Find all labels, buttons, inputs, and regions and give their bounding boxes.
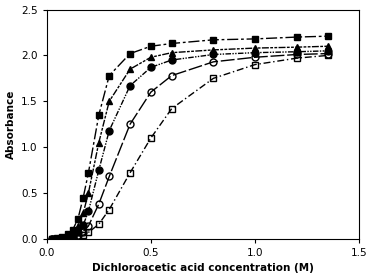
0.703 M	[60, 236, 65, 240]
Line: 0.803 M: 0.803 M	[48, 50, 331, 242]
0.502 M	[294, 35, 299, 39]
0.803 M	[326, 52, 330, 55]
0.703 M	[86, 210, 91, 213]
0.502 M	[50, 237, 54, 240]
0.502 M	[149, 45, 153, 48]
0.603 M	[326, 45, 330, 48]
0.502 M	[55, 236, 59, 240]
0.603 M	[253, 46, 257, 50]
0.803 M	[253, 56, 257, 59]
0.703 M	[55, 237, 59, 240]
0.703 M	[97, 169, 101, 172]
0.703 M	[149, 66, 153, 69]
0.603 M	[86, 191, 91, 195]
0.703 M	[107, 129, 112, 132]
0.803 M	[294, 53, 299, 56]
0.903 M	[294, 56, 299, 60]
0.502 M	[81, 196, 85, 199]
0.703 M	[253, 51, 257, 54]
0.803 M	[107, 175, 112, 178]
0.903 M	[326, 54, 330, 57]
Line: 0.703 M: 0.703 M	[48, 47, 331, 242]
0.502 M	[253, 37, 257, 40]
0.703 M	[294, 50, 299, 53]
0.903 M	[60, 237, 65, 240]
0.803 M	[50, 237, 54, 240]
0.803 M	[65, 236, 70, 240]
0.603 M	[70, 231, 75, 234]
0.803 M	[86, 224, 91, 228]
0.803 M	[97, 202, 101, 206]
0.703 M	[50, 237, 54, 240]
X-axis label: Dichloroacetic acid concentration (M): Dichloroacetic acid concentration (M)	[92, 263, 314, 273]
0.603 M	[211, 48, 216, 52]
0.903 M	[107, 208, 112, 211]
0.803 M	[128, 122, 132, 126]
0.603 M	[169, 51, 174, 54]
0.502 M	[65, 233, 70, 236]
0.903 M	[70, 236, 75, 240]
0.903 M	[97, 223, 101, 226]
0.903 M	[128, 171, 132, 174]
0.903 M	[65, 236, 70, 240]
0.502 M	[76, 217, 80, 220]
0.703 M	[169, 58, 174, 62]
0.903 M	[76, 235, 80, 239]
0.603 M	[81, 211, 85, 215]
0.502 M	[128, 52, 132, 55]
0.803 M	[55, 237, 59, 240]
0.903 M	[86, 231, 91, 234]
0.903 M	[211, 77, 216, 80]
0.903 M	[169, 107, 174, 110]
0.603 M	[97, 141, 101, 144]
0.903 M	[253, 63, 257, 66]
0.502 M	[86, 171, 91, 174]
0.903 M	[81, 234, 85, 237]
0.603 M	[60, 236, 65, 240]
0.703 M	[76, 230, 80, 233]
Line: 0.603 M: 0.603 M	[48, 43, 331, 242]
Y-axis label: Absorbance: Absorbance	[6, 90, 16, 159]
0.903 M	[55, 237, 59, 240]
0.502 M	[70, 228, 75, 231]
0.703 M	[70, 234, 75, 237]
0.603 M	[128, 68, 132, 71]
Line: 0.502 M: 0.502 M	[48, 33, 331, 242]
0.502 M	[169, 42, 174, 45]
0.603 M	[50, 237, 54, 240]
0.803 M	[70, 235, 75, 239]
0.603 M	[55, 236, 59, 240]
0.903 M	[149, 136, 153, 140]
0.803 M	[60, 237, 65, 240]
0.803 M	[149, 90, 153, 94]
0.603 M	[149, 56, 153, 59]
0.703 M	[65, 235, 70, 239]
0.703 M	[128, 84, 132, 87]
0.502 M	[107, 74, 112, 77]
0.803 M	[81, 230, 85, 233]
0.803 M	[169, 74, 174, 77]
0.502 M	[326, 35, 330, 38]
0.603 M	[107, 100, 112, 103]
Line: 0.903 M: 0.903 M	[48, 52, 331, 242]
0.502 M	[97, 113, 101, 117]
0.603 M	[294, 45, 299, 49]
0.603 M	[65, 234, 70, 238]
0.703 M	[326, 49, 330, 52]
0.502 M	[60, 235, 65, 239]
0.603 M	[76, 224, 80, 228]
0.903 M	[50, 237, 54, 240]
0.502 M	[211, 38, 216, 42]
0.803 M	[211, 60, 216, 64]
0.803 M	[76, 234, 80, 237]
0.703 M	[81, 223, 85, 227]
0.703 M	[211, 53, 216, 56]
